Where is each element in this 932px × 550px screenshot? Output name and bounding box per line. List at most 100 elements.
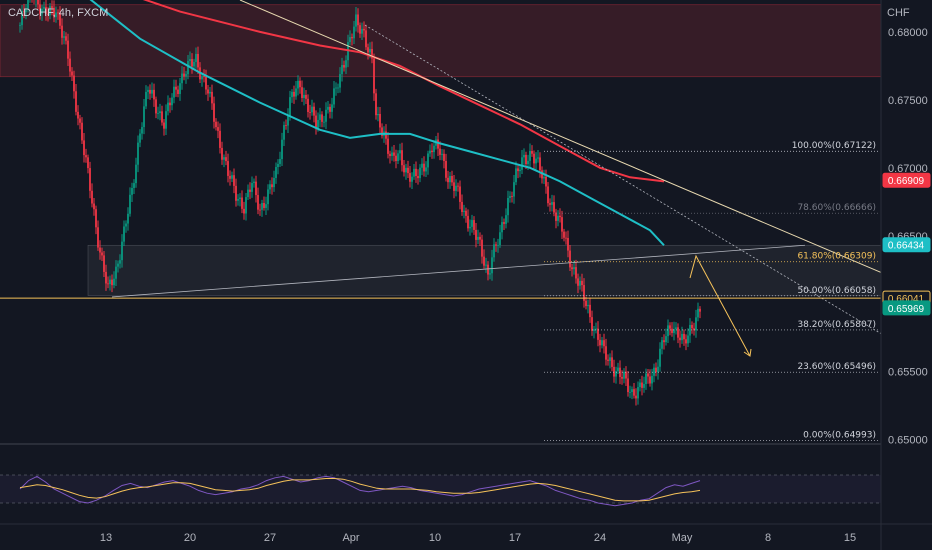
- candle-body: [635, 395, 637, 399]
- candle-body: [469, 226, 471, 229]
- candle-body: [235, 185, 237, 201]
- candle-body: [293, 91, 295, 97]
- candle-body: [473, 220, 475, 230]
- candle-body: [213, 103, 215, 122]
- candle-body: [485, 264, 487, 266]
- candle-body: [617, 367, 619, 372]
- candle-body: [331, 104, 333, 112]
- candle-body: [251, 183, 253, 192]
- time-axis[interactable]: 13 20 27 Apr 10 17 24 May 8 15: [0, 523, 932, 544]
- candle-body: [181, 73, 183, 84]
- candle-body: [403, 165, 405, 173]
- candle-body: [79, 118, 81, 123]
- candle-body: [65, 36, 67, 41]
- candle-body: [491, 257, 493, 274]
- candle-body: [267, 189, 269, 205]
- candle-body: [353, 26, 355, 39]
- candle-body: [601, 340, 603, 346]
- candle-body: [167, 102, 169, 112]
- candle-body: [25, 9, 27, 13]
- candle-body: [603, 340, 605, 347]
- price-tick-label: 0.67500: [888, 95, 928, 107]
- candle-body: [387, 138, 389, 154]
- candle-body: [205, 76, 207, 90]
- candle-body: [173, 86, 175, 98]
- candle-body: [311, 106, 313, 113]
- candle-body: [23, 11, 25, 13]
- candle-body: [129, 194, 131, 214]
- candle-body: [323, 121, 325, 123]
- candle-body: [433, 145, 435, 153]
- candle-body: [683, 333, 685, 340]
- candle-body: [209, 91, 211, 94]
- candle-body: [329, 106, 331, 112]
- candle-body: [259, 209, 261, 211]
- candle-body: [623, 371, 625, 379]
- candle-body: [461, 201, 463, 212]
- candle-body: [519, 169, 521, 172]
- candle-body: [203, 76, 205, 78]
- candle-body: [431, 150, 433, 153]
- candle-body: [671, 328, 673, 333]
- candle-body: [47, 13, 49, 16]
- candle-body: [67, 40, 69, 59]
- ma-teal-line: [89, 0, 665, 246]
- fib-level-label: 78.60%(0.66666): [797, 203, 876, 213]
- candle-body: [667, 325, 669, 337]
- candle-body: [93, 203, 95, 210]
- candle-body: [439, 148, 441, 155]
- candle-body: [501, 222, 503, 233]
- candle-body: [565, 237, 567, 239]
- candle-body: [559, 215, 561, 218]
- candle-body: [673, 329, 675, 333]
- candle-body: [277, 163, 279, 168]
- candle-body: [555, 212, 557, 221]
- candle-body: [363, 28, 365, 31]
- candle-body: [115, 266, 117, 279]
- candle-body: [639, 382, 641, 388]
- fibonacci-layer: 100.00%(0.67122) 78.60%(0.66666) 61.80%(0.…: [544, 141, 878, 441]
- candle-body: [91, 190, 93, 204]
- candle-body: [63, 36, 65, 38]
- candle-body: [575, 267, 577, 279]
- candle-body: [157, 113, 159, 114]
- candle-body: [401, 150, 403, 166]
- candle-body: [389, 153, 391, 157]
- candle-body: [677, 327, 679, 338]
- candle-body: [147, 89, 149, 92]
- candle-body: [685, 339, 687, 344]
- candle-body: [405, 167, 407, 173]
- candle-body: [109, 279, 111, 285]
- candle-body: [605, 346, 607, 360]
- candle-body: [613, 366, 615, 377]
- candle-body: [305, 94, 307, 99]
- candle-body: [653, 367, 655, 376]
- candle-body: [385, 131, 387, 139]
- candle-body: [583, 285, 585, 301]
- fib-level-label: 38.20%(0.65807): [797, 320, 876, 330]
- price-axis[interactable]: 0.680000.675000.670000.665000.660000.655…: [880, 0, 932, 550]
- candle-body: [451, 176, 453, 183]
- candle-body: [517, 168, 519, 172]
- candle-body: [595, 328, 597, 330]
- candle-body: [281, 139, 283, 160]
- candle-body: [77, 111, 79, 119]
- last-price-badge: [882, 300, 931, 316]
- candle-body: [221, 147, 223, 160]
- candle-body: [615, 371, 617, 377]
- candle-body: [633, 389, 635, 396]
- candle-body: [249, 189, 251, 192]
- candle-body: [313, 106, 315, 116]
- candle-body: [343, 65, 345, 68]
- candle-body: [637, 387, 639, 399]
- candle-body: [581, 280, 583, 286]
- drawings-layer: [0, 0, 882, 357]
- candle-body: [521, 157, 523, 170]
- candle-body: [135, 164, 137, 184]
- candle-body: [245, 197, 247, 214]
- candle-body: [85, 155, 87, 158]
- candle-body: [53, 7, 55, 18]
- candle-body: [257, 195, 259, 210]
- time-tick-label: 15: [844, 532, 856, 544]
